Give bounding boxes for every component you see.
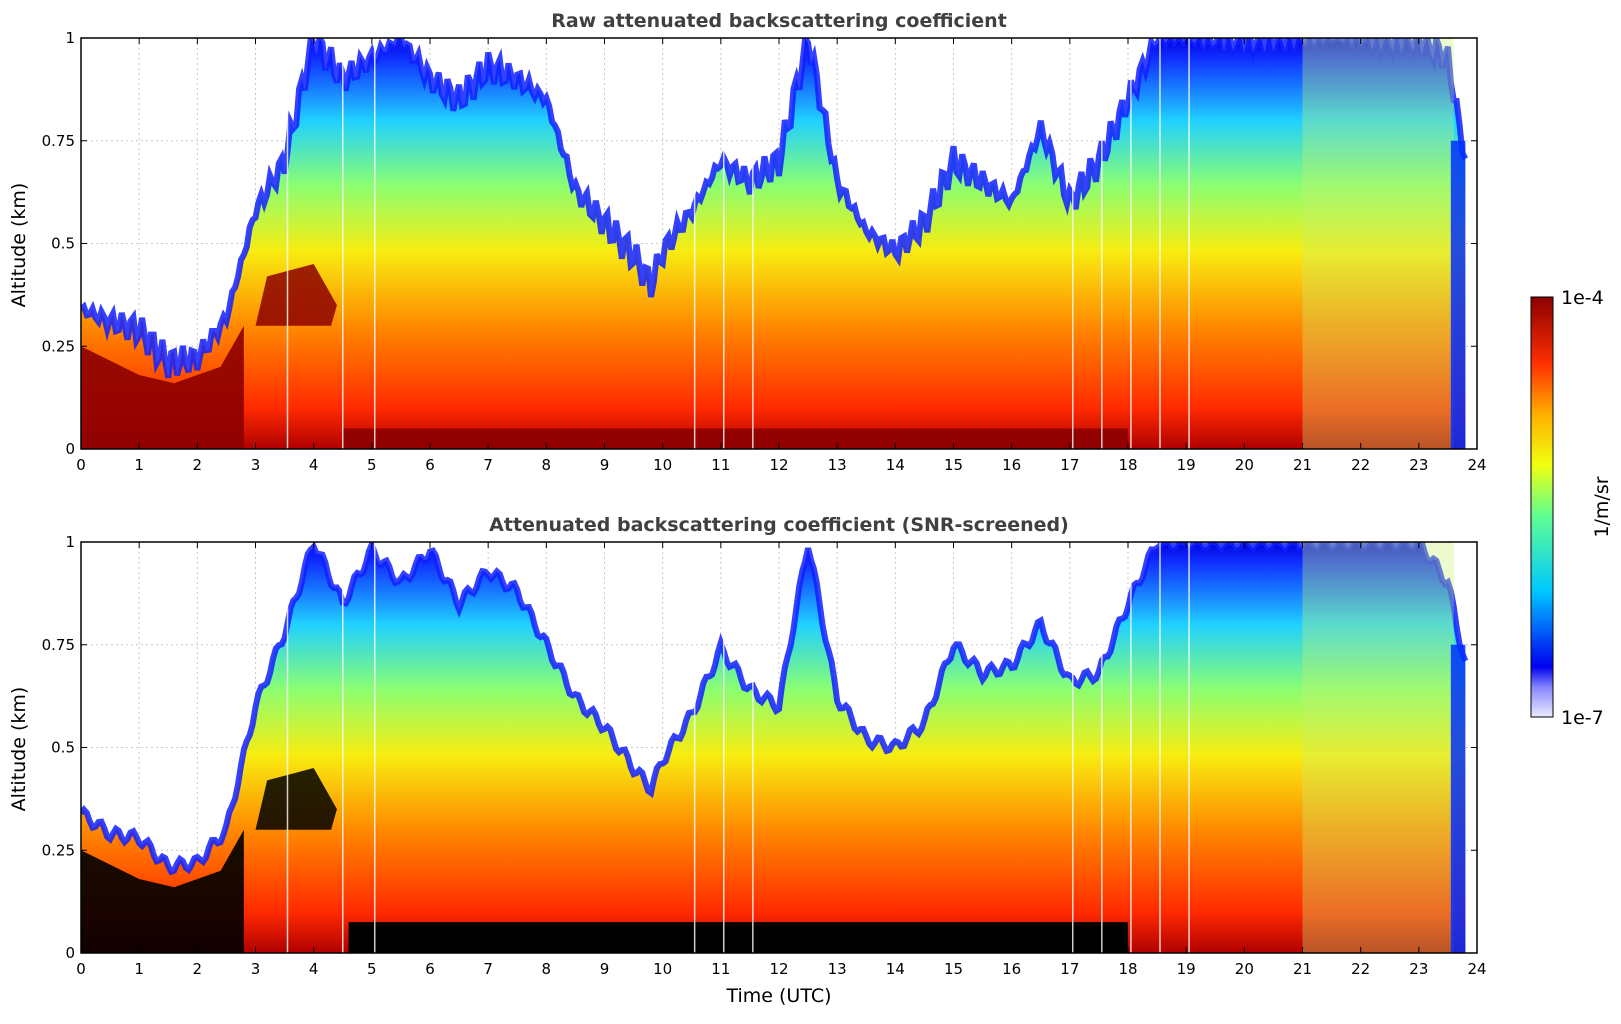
panel-snr-heatmap bbox=[81, 542, 1469, 953]
x-tick-label: 16 bbox=[1002, 960, 1021, 978]
saturated-plume bbox=[255, 768, 337, 830]
y-tick-label: 0.5 bbox=[51, 235, 75, 253]
colorbar-max-label: 1e-4 bbox=[1561, 287, 1604, 309]
x-tick-label: 16 bbox=[1002, 456, 1021, 474]
y-tick-label: 1 bbox=[65, 533, 75, 551]
panel-snr-xlabel: Time (UTC) bbox=[725, 985, 831, 1007]
x-tick-label: 10 bbox=[653, 456, 672, 474]
x-tick-label: 6 bbox=[425, 960, 435, 978]
y-tick-label: 1 bbox=[65, 29, 75, 47]
x-tick-label: 18 bbox=[1118, 960, 1137, 978]
x-tick-label: 2 bbox=[193, 456, 203, 474]
x-tick-label: 15 bbox=[944, 456, 963, 474]
ground-layer bbox=[342, 428, 1128, 449]
x-tick-label: 24 bbox=[1467, 456, 1486, 474]
end-of-day-strip bbox=[1450, 644, 1466, 953]
x-tick-label: 17 bbox=[1060, 960, 1079, 978]
x-tick-label: 18 bbox=[1118, 456, 1137, 474]
x-tick-label: 7 bbox=[483, 456, 493, 474]
x-tick-label: 21 bbox=[1293, 456, 1312, 474]
x-tick-label: 22 bbox=[1351, 960, 1370, 978]
x-tick-label: 17 bbox=[1060, 456, 1079, 474]
late-day-region bbox=[1302, 38, 1454, 449]
x-tick-label: 14 bbox=[886, 456, 905, 474]
panel-raw-title: Raw attenuated backscattering coefficien… bbox=[551, 10, 1007, 32]
x-tick-label: 23 bbox=[1409, 456, 1428, 474]
end-of-day-strip bbox=[1450, 140, 1466, 449]
panel-raw-heatmap bbox=[81, 38, 1469, 449]
x-tick-label: 12 bbox=[769, 456, 788, 474]
x-tick-label: 5 bbox=[367, 456, 377, 474]
x-tick-label: 1 bbox=[134, 456, 144, 474]
signal-area bbox=[81, 38, 1466, 449]
x-tick-label: 24 bbox=[1467, 960, 1486, 978]
saturated-plume bbox=[255, 264, 337, 326]
x-tick-label: 14 bbox=[886, 960, 905, 978]
late-day-region bbox=[1302, 542, 1454, 953]
x-tick-label: 9 bbox=[600, 456, 610, 474]
panel-snr-frame bbox=[80, 541, 1478, 954]
colorbar: 1e-4 1e-7 1/m/sr bbox=[1530, 287, 1613, 729]
colorbar-unit-label: 1/m/sr bbox=[1591, 476, 1613, 537]
x-tick-label: 1 bbox=[134, 960, 144, 978]
x-tick-label: 4 bbox=[309, 960, 319, 978]
y-tick-label: 0.5 bbox=[51, 739, 75, 757]
colorbar-min-label: 1e-7 bbox=[1561, 707, 1604, 729]
x-tick-label: 5 bbox=[367, 960, 377, 978]
x-tick-label: 0 bbox=[76, 456, 86, 474]
signal-edge bbox=[81, 542, 1469, 876]
x-tick-label: 20 bbox=[1235, 456, 1254, 474]
saturated-layer bbox=[81, 829, 244, 953]
panel-snr-ticks: 0 1 2 3 4 5 6 7 8 9 10 11 12 13 14 15 16 17 18 19 20 21 22 23 24… bbox=[42, 533, 1487, 978]
x-tick-label: 20 bbox=[1235, 960, 1254, 978]
x-tick-label: 19 bbox=[1177, 960, 1196, 978]
x-tick-label: 21 bbox=[1293, 960, 1312, 978]
x-tick-label: 15 bbox=[944, 960, 963, 978]
y-tick-label: 0.25 bbox=[42, 841, 75, 859]
x-tick-label: 11 bbox=[711, 960, 730, 978]
signal-area bbox=[81, 542, 1466, 953]
signal-edge bbox=[81, 38, 1469, 379]
x-tick-label: 6 bbox=[425, 456, 435, 474]
x-tick-label: 11 bbox=[711, 456, 730, 474]
x-tick-label: 23 bbox=[1409, 960, 1428, 978]
x-tick-label: 9 bbox=[600, 960, 610, 978]
x-tick-label: 4 bbox=[309, 456, 319, 474]
x-tick-label: 13 bbox=[828, 456, 847, 474]
colorbar-gradient bbox=[1530, 296, 1554, 718]
x-tick-label: 2 bbox=[193, 960, 203, 978]
x-tick-label: 7 bbox=[483, 960, 493, 978]
panel-raw-ylabel: Altitude (km) bbox=[8, 183, 30, 308]
x-tick-label: 3 bbox=[251, 960, 261, 978]
ground-layer bbox=[348, 922, 1129, 953]
x-tick-label: 10 bbox=[653, 960, 672, 978]
panel-snr-ylabel: Altitude (km) bbox=[8, 687, 30, 812]
panel-snr: Attenuated backscattering coefficient (S… bbox=[8, 514, 1487, 1007]
y-tick-label: 0.75 bbox=[42, 132, 75, 150]
panel-raw-frame bbox=[80, 37, 1478, 450]
y-tick-label: 0.25 bbox=[42, 337, 75, 355]
x-tick-label: 3 bbox=[251, 456, 261, 474]
panel-raw: Raw attenuated backscattering coefficien… bbox=[8, 10, 1487, 474]
panel-raw-ticks: 0 1 2 3 4 5 6 7 8 9 10 11 12 13 14 15 16 17 18 19 20 21 22 23 24… bbox=[42, 29, 1487, 474]
x-tick-label: 19 bbox=[1177, 456, 1196, 474]
x-tick-label: 12 bbox=[769, 960, 788, 978]
x-tick-label: 0 bbox=[76, 960, 86, 978]
y-tick-label: 0.75 bbox=[42, 636, 75, 654]
panel-snr-title: Attenuated backscattering coefficient (S… bbox=[489, 514, 1069, 536]
y-tick-label: 0 bbox=[65, 944, 75, 962]
x-tick-label: 8 bbox=[542, 960, 552, 978]
y-tick-label: 0 bbox=[65, 440, 75, 458]
x-tick-label: 8 bbox=[542, 456, 552, 474]
x-tick-label: 13 bbox=[828, 960, 847, 978]
x-tick-label: 22 bbox=[1351, 456, 1370, 474]
saturated-layer bbox=[81, 325, 244, 449]
